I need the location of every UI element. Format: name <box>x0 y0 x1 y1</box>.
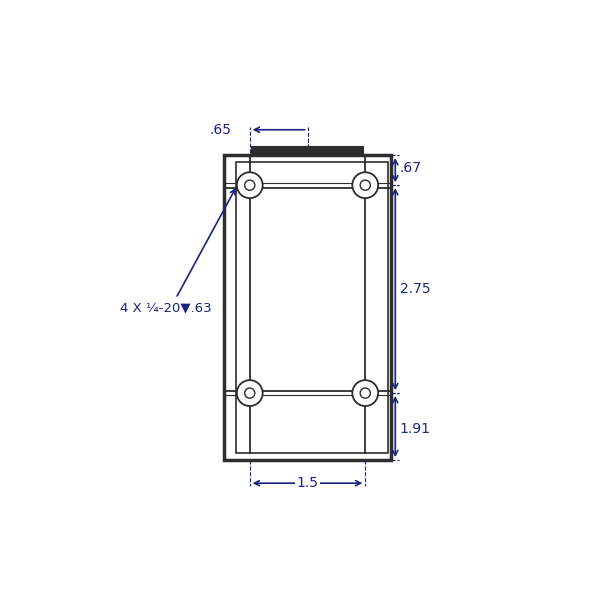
Text: 2.75: 2.75 <box>400 282 431 296</box>
Circle shape <box>245 180 255 190</box>
Text: .65: .65 <box>209 123 231 137</box>
Text: .67: .67 <box>400 161 422 175</box>
Circle shape <box>352 380 378 406</box>
Bar <box>224 155 391 460</box>
Circle shape <box>352 172 378 198</box>
Text: 1.5: 1.5 <box>296 476 319 490</box>
Circle shape <box>237 172 263 198</box>
Bar <box>236 162 388 453</box>
Circle shape <box>237 380 263 406</box>
Text: 1.91: 1.91 <box>400 422 431 436</box>
Circle shape <box>360 180 370 190</box>
Bar <box>252 147 363 155</box>
Circle shape <box>360 388 370 398</box>
Circle shape <box>245 388 255 398</box>
Text: 4 X ¼-20▼.63: 4 X ¼-20▼.63 <box>121 301 212 314</box>
